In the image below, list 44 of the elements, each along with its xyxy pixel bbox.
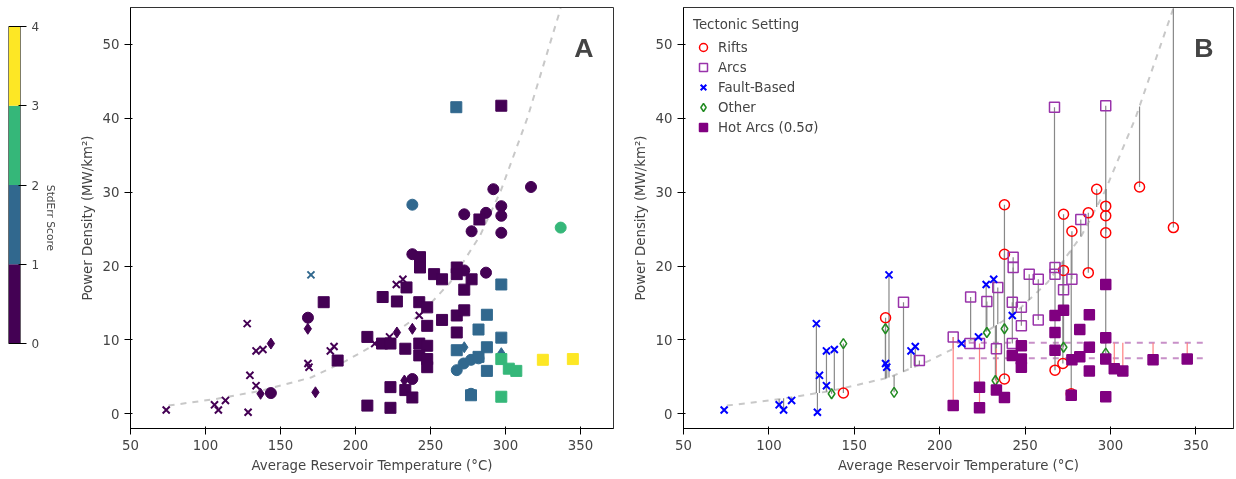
y-tick-label: 10 <box>655 332 673 348</box>
color-bar-label: 1 <box>31 257 40 272</box>
color-bar-label: 4 <box>31 20 40 34</box>
x-tick-label: 100 <box>756 437 782 453</box>
x-tick-label: 150 <box>841 437 868 453</box>
x-tick-label: 200 <box>342 437 369 453</box>
x-tick-label: 50 <box>122 437 139 453</box>
annotation: A <box>574 32 594 63</box>
x-tick-label: 300 <box>492 437 519 453</box>
x-tick-label: 250 <box>417 437 444 453</box>
color-bar-title: StdErr Score <box>44 184 58 252</box>
legend-label: Hot Arcs (0.5σ) <box>718 119 819 135</box>
y-tick-label: 30 <box>102 185 120 201</box>
y-axis-title: Power Density (MW/km²) <box>79 135 95 301</box>
annotation: B <box>1194 32 1214 63</box>
y-tick-label: 50 <box>102 37 120 53</box>
x-tick-label: 250 <box>1012 437 1038 453</box>
y-tick-label: 20 <box>102 259 120 275</box>
color-bar-label: 3 <box>31 99 40 114</box>
x-axis-title: Average Reservoir Temperature (°C) <box>838 457 1079 473</box>
x-axis-title: Average Reservoir Temperature (°C) <box>251 457 493 473</box>
legend-label: Rifts <box>718 39 748 55</box>
y-tick-label: 40 <box>655 111 673 127</box>
y-tick-label: 50 <box>655 37 673 53</box>
y-axis-title: Power Density (MW/km²) <box>632 135 648 301</box>
y-tick-label: 40 <box>102 111 120 127</box>
legend-label: Fault-Based <box>718 79 796 95</box>
color-bar-label: 0 <box>31 337 40 351</box>
x-tick-label: 350 <box>567 437 594 453</box>
x-tick-label: 300 <box>1097 437 1124 453</box>
x-tick-label: 150 <box>267 437 294 453</box>
x-tick-label: 100 <box>192 437 219 453</box>
x-tick-label: 50 <box>675 437 692 453</box>
legend-title: Tectonic Setting <box>693 17 801 32</box>
legend-label: Other <box>718 99 756 115</box>
y-tick-label: 10 <box>102 332 120 348</box>
y-tick-label: 30 <box>655 185 673 201</box>
color-bar-label: 2 <box>31 178 40 193</box>
x-tick-label: 200 <box>926 437 953 453</box>
legend-label: Arcs <box>718 59 747 75</box>
y-tick-label: 0 <box>111 406 120 422</box>
x-tick-label: 350 <box>1183 437 1209 453</box>
y-tick-label: 20 <box>655 259 673 275</box>
y-tick-label: 0 <box>664 406 673 422</box>
